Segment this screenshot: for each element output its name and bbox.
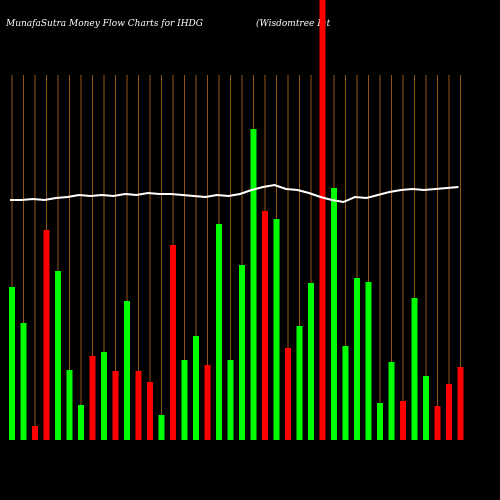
bar bbox=[78, 405, 84, 440]
bar bbox=[377, 403, 383, 440]
bar bbox=[20, 323, 27, 440]
bar bbox=[250, 129, 257, 440]
bar bbox=[89, 356, 96, 440]
bar bbox=[457, 367, 464, 440]
bar bbox=[273, 219, 280, 440]
bar bbox=[124, 301, 130, 440]
bar bbox=[32, 426, 38, 440]
bar bbox=[296, 326, 303, 440]
bar bbox=[342, 346, 349, 440]
bar bbox=[308, 283, 314, 440]
bar bbox=[285, 348, 291, 440]
bar bbox=[262, 211, 268, 440]
chart-subtitle: (Wisdomtree Int bbox=[256, 18, 331, 29]
bar bbox=[411, 298, 418, 440]
bar bbox=[147, 382, 153, 440]
bar bbox=[55, 271, 61, 440]
bar bbox=[112, 371, 119, 440]
bar bbox=[365, 282, 372, 440]
bar bbox=[158, 415, 165, 440]
bar bbox=[193, 336, 199, 440]
bar bbox=[66, 370, 73, 440]
bar bbox=[423, 376, 429, 440]
bar bbox=[227, 360, 234, 440]
bar bbox=[204, 365, 211, 440]
bar bbox=[319, 0, 326, 440]
chart-title: MunafaSutra Money Flow Charts for IHDG bbox=[5, 19, 203, 29]
bar bbox=[400, 401, 406, 440]
bar bbox=[9, 287, 15, 440]
bar bbox=[170, 245, 176, 440]
bar bbox=[434, 406, 441, 440]
bar bbox=[354, 278, 360, 440]
bar bbox=[181, 360, 188, 440]
bar bbox=[216, 224, 222, 440]
trend-line bbox=[10, 183, 459, 204]
bar bbox=[388, 362, 395, 440]
bar bbox=[446, 384, 452, 440]
bar bbox=[135, 371, 142, 440]
bar bbox=[239, 265, 245, 440]
bar bbox=[331, 188, 337, 440]
bar bbox=[101, 352, 107, 440]
bar bbox=[43, 230, 50, 440]
